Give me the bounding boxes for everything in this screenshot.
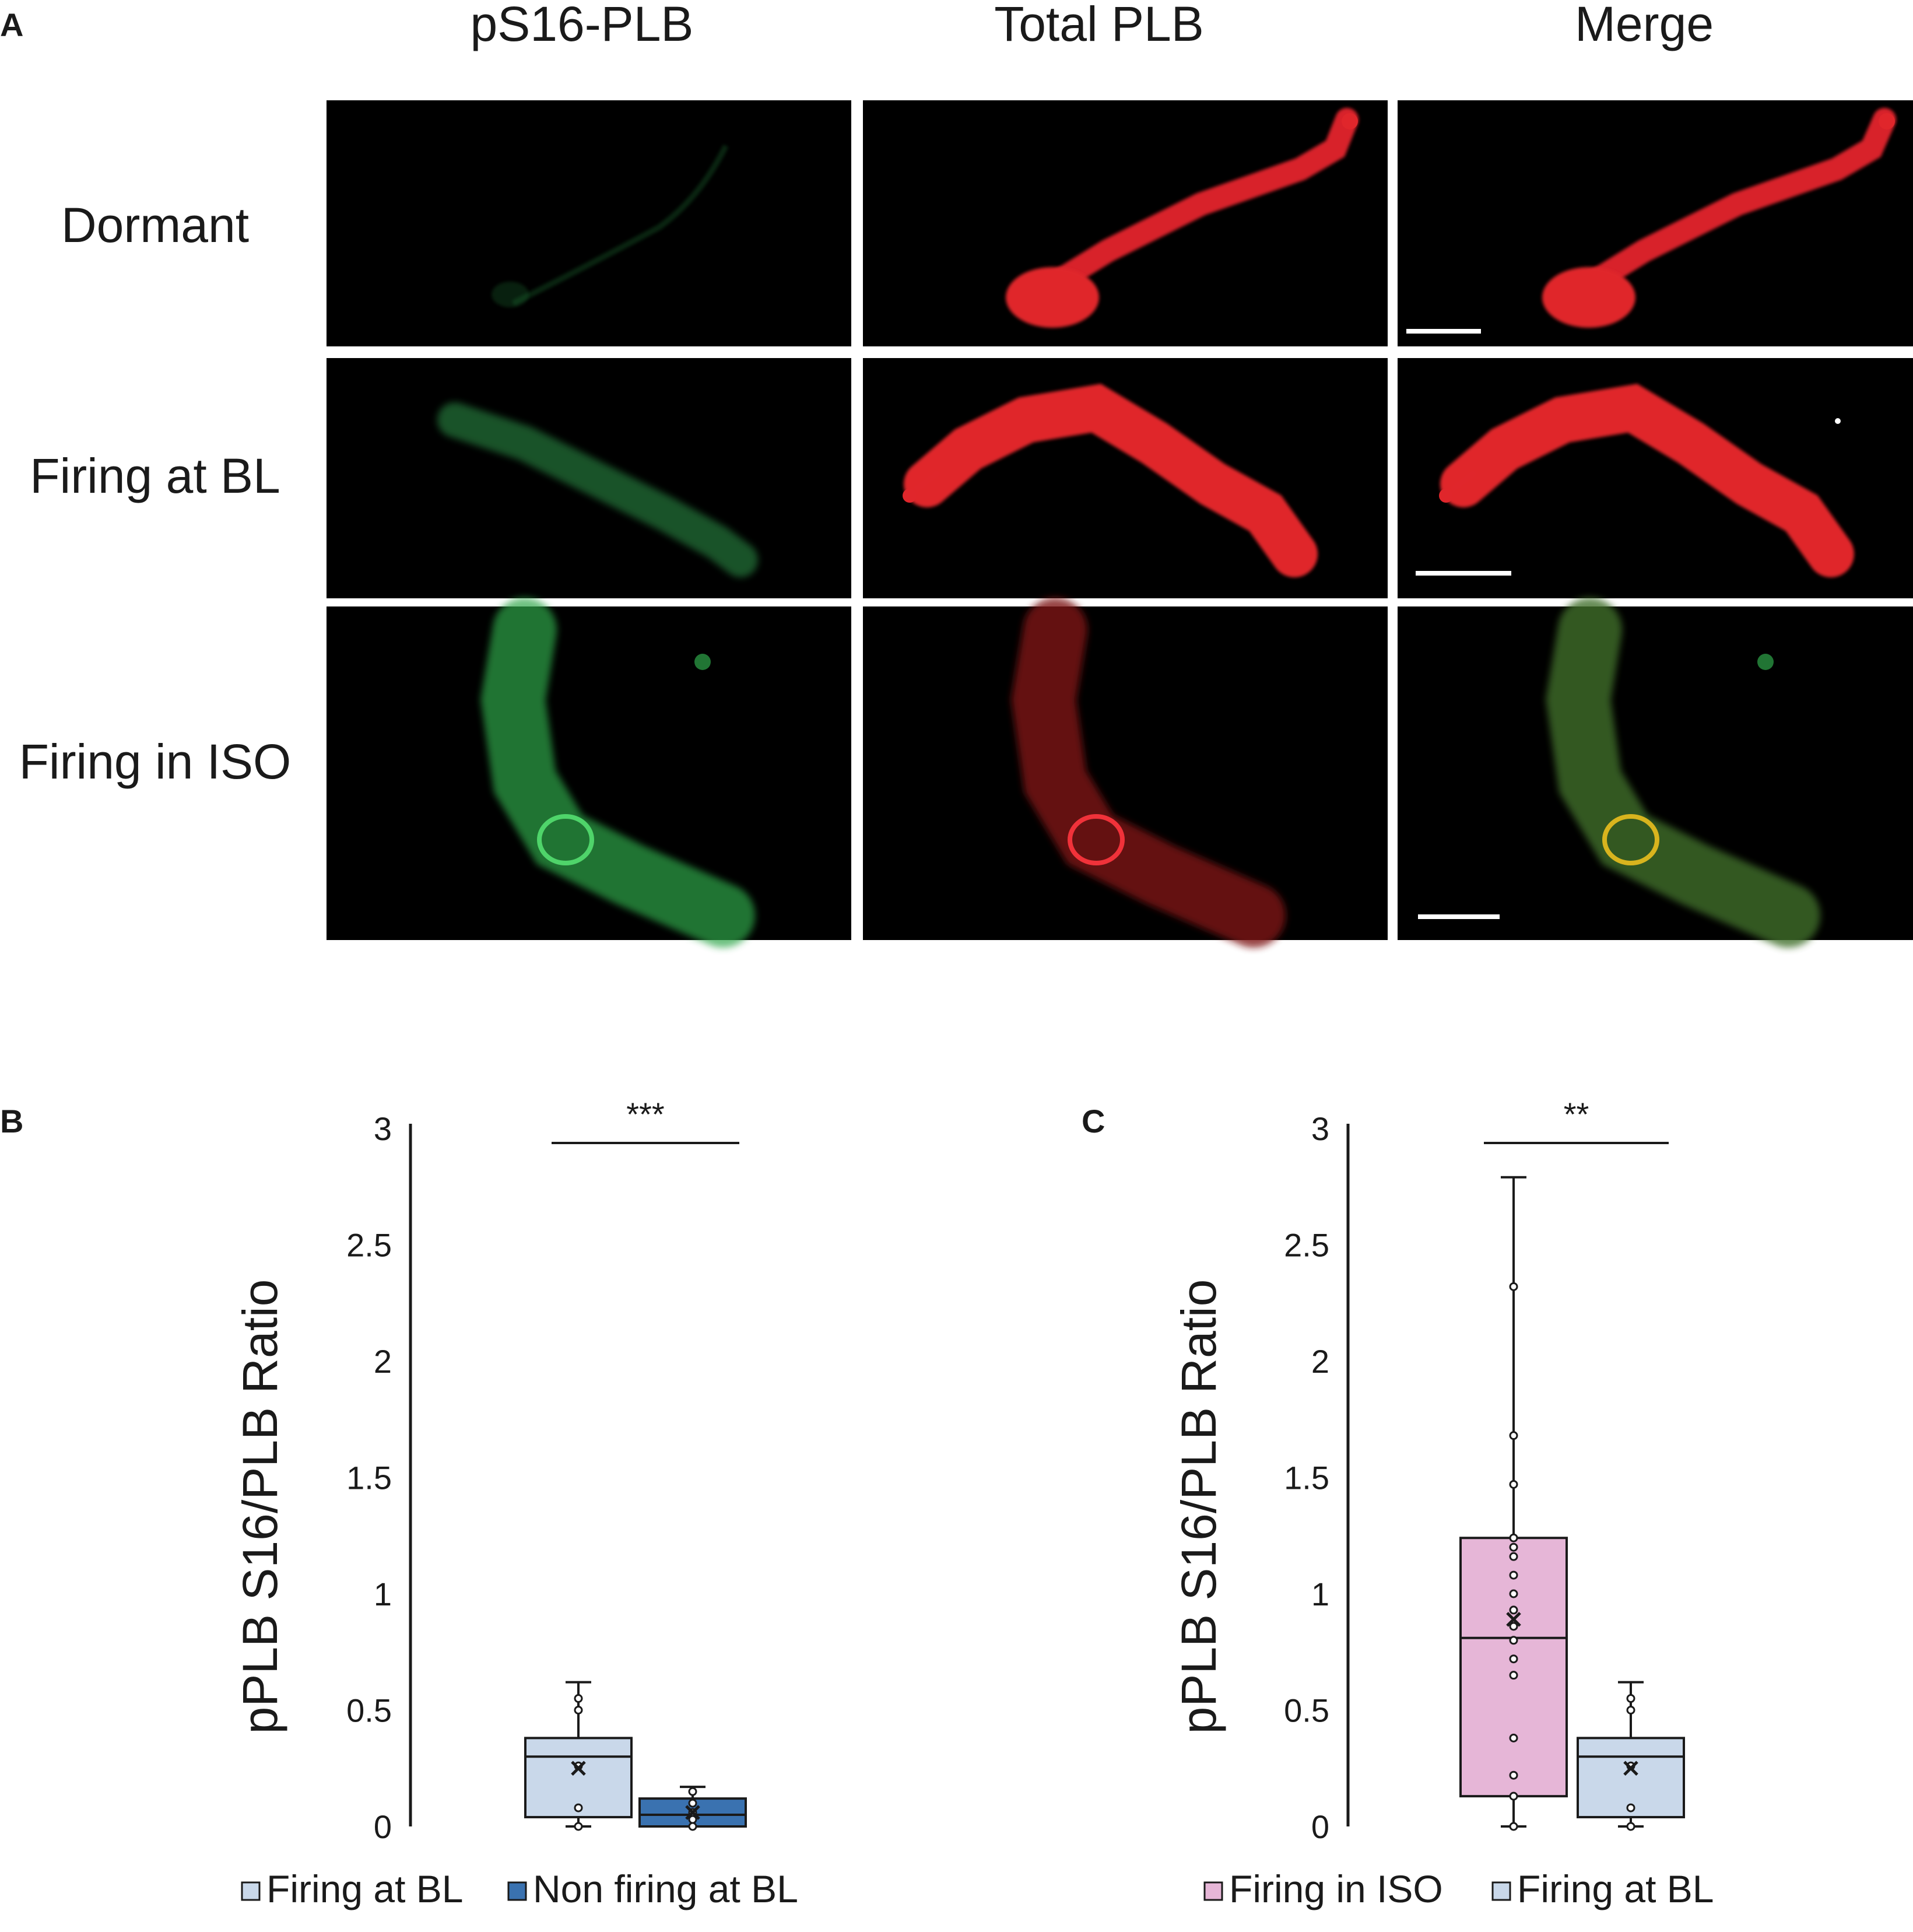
- data-point: [1509, 1282, 1518, 1291]
- box-series-1: [638, 1786, 747, 1831]
- significance-stars: **: [1564, 1096, 1589, 1132]
- micrograph-firing-in-iso-merge: [1398, 598, 1913, 948]
- data-point: [574, 1694, 583, 1703]
- y-tick-label: 1.5: [346, 1460, 392, 1496]
- y-tick-label: 3: [1311, 1110, 1329, 1147]
- data-point: [688, 1815, 697, 1824]
- legend-label: Firing in ISO: [1229, 1867, 1443, 1910]
- data-point: [1626, 1694, 1635, 1703]
- data-point: [1509, 1622, 1518, 1631]
- legend-swatch: [241, 1881, 261, 1901]
- y-tick-label: 0: [1311, 1808, 1329, 1845]
- micrograph-firing-at-bl-ps16-plb: [327, 358, 851, 598]
- data-point: [1509, 1589, 1518, 1598]
- data-point: [1509, 1533, 1518, 1542]
- data-point: [688, 1798, 697, 1808]
- micrograph-firing-in-iso-total-plb: [863, 598, 1388, 948]
- data-point: [1509, 1822, 1518, 1831]
- micrograph-dormant-total-plb: [863, 100, 1388, 346]
- box-series-1: [1577, 1681, 1685, 1831]
- panel-b-letter: B: [0, 1103, 23, 1139]
- micrograph-dormant-ps16-plb: [327, 100, 851, 346]
- legend-label: Firing at BL: [266, 1867, 463, 1910]
- y-tick-label: 0: [374, 1808, 392, 1845]
- row-label-firing-at-bl: Firing at BL: [30, 448, 280, 503]
- data-point: [1509, 1636, 1518, 1645]
- box-series-0: [524, 1681, 633, 1831]
- row-label-dormant: Dormant: [61, 198, 249, 253]
- legend-label: Firing at BL: [1517, 1867, 1714, 1910]
- data-point: [1509, 1671, 1518, 1680]
- y-tick-label: 2.5: [346, 1227, 392, 1264]
- boxplot-panel-b: 0 0.5 1 1.5 2 2.5 3 pPLB S16/PLB Ratio *** Firing…: [233, 1096, 798, 1910]
- data-point: [574, 1822, 583, 1831]
- y-tick-label: 2.5: [1284, 1227, 1329, 1264]
- y-tick-label: 2: [374, 1343, 392, 1380]
- data-point: [1626, 1706, 1635, 1714]
- data-point: [1509, 1733, 1518, 1742]
- significance-stars: ***: [626, 1096, 664, 1132]
- data-point: [1509, 1479, 1518, 1489]
- legend-swatch: [1491, 1881, 1511, 1901]
- y-axis-title: pPLB S16/PLB Ratio: [1171, 1279, 1226, 1734]
- data-point: [1626, 1822, 1635, 1831]
- data-point: [1509, 1570, 1518, 1580]
- mean-marker: [1623, 1761, 1638, 1776]
- micrograph-firing-in-iso-ps16-plb: [327, 598, 851, 948]
- y-tick-label: 1: [374, 1576, 392, 1612]
- data-point: [688, 1787, 697, 1796]
- data-point: [574, 1706, 583, 1714]
- column-header-total-plb: Total PLB: [994, 0, 1204, 51]
- column-header-ps16-plb: pS16-PLB: [471, 0, 694, 51]
- legend-label: Non firing at BL: [533, 1867, 798, 1910]
- y-tick-label: 1: [1311, 1576, 1329, 1612]
- y-tick-label: 3: [374, 1110, 392, 1147]
- box-iqr: [524, 1737, 633, 1819]
- data-point: [1509, 1605, 1518, 1615]
- y-tick-label: 0.5: [346, 1692, 392, 1729]
- boxplot-panel-c: 0 0.5 1 1.5 2 2.5 3 pPLB S16/PLB Ratio ** Firing …: [1171, 1096, 1714, 1910]
- column-header-merge: Merge: [1575, 0, 1714, 51]
- data-point: [1509, 1654, 1518, 1664]
- y-tick-label: 0.5: [1284, 1692, 1329, 1729]
- micrograph-firing-at-bl-merge: [1398, 358, 1913, 598]
- y-tick-label: 2: [1311, 1343, 1329, 1380]
- box-series-0: [1459, 1176, 1568, 1831]
- data-point: [574, 1803, 583, 1812]
- mean-marker: [1506, 1612, 1521, 1627]
- data-point: [688, 1822, 697, 1831]
- data-point: [1509, 1431, 1518, 1440]
- data-point: [1509, 1542, 1518, 1552]
- mean-marker: [571, 1761, 586, 1776]
- legend-swatch: [507, 1881, 527, 1901]
- panel-c-letter: C: [1082, 1103, 1105, 1139]
- data-point: [1509, 1791, 1518, 1801]
- mean-marker: [685, 1805, 700, 1820]
- box-iqr: [1459, 1537, 1568, 1798]
- data-point: [1626, 1803, 1635, 1812]
- micrograph-firing-at-bl-total-plb: [863, 358, 1388, 598]
- data-point: [1509, 1552, 1518, 1561]
- row-label-firing-in-iso: Firing in ISO: [19, 734, 292, 789]
- y-tick-label: 1.5: [1284, 1460, 1329, 1496]
- panel-a-letter: A: [0, 6, 23, 43]
- legend-swatch: [1203, 1881, 1223, 1901]
- micrograph-dormant-merge: [1398, 100, 1913, 346]
- y-axis-title: pPLB S16/PLB Ratio: [233, 1279, 287, 1734]
- data-point: [1509, 1770, 1518, 1780]
